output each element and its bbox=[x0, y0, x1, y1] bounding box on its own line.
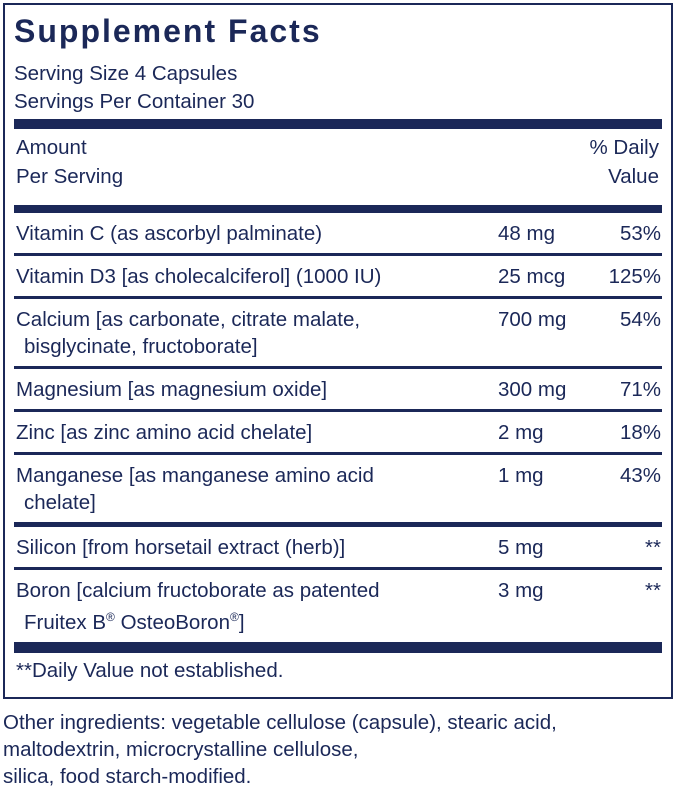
daily-value: 43% bbox=[619, 464, 661, 487]
daily-value: ** bbox=[645, 536, 661, 559]
amount: 700 mg bbox=[498, 308, 567, 331]
header-line: Amount bbox=[16, 136, 87, 159]
amount: 300 mg bbox=[498, 378, 567, 401]
name-line: Vitamin D3 [as cholecalciferol] (1000 IU… bbox=[16, 265, 382, 288]
amount: 1 mg bbox=[498, 464, 544, 487]
daily-value-header: % Daily Value bbox=[590, 133, 660, 191]
header-line: % Daily bbox=[589, 136, 660, 159]
row-rule bbox=[14, 409, 662, 412]
amount: 3 mg bbox=[498, 579, 544, 602]
daily-value: 125% bbox=[608, 265, 661, 288]
title: Supplement Facts bbox=[14, 13, 322, 49]
column-header: Amount Per Serving % Daily Value bbox=[14, 129, 662, 205]
nutrient-name: Calcium [as carbonate, citrate malate, bi… bbox=[16, 306, 498, 360]
nutrient-row: Vitamin D3 [as cholecalciferol] (1000 IU… bbox=[14, 256, 662, 296]
rows: Vitamin C (as ascorbyl palminate) 48 mg 53… bbox=[14, 213, 662, 653]
daily-value: 71% bbox=[619, 378, 661, 401]
name-line: Manganese [as manganese amino acid bbox=[16, 464, 374, 487]
footnote: **Daily Value not established. bbox=[16, 658, 284, 682]
name-line: bisglycinate, fructoborate] bbox=[24, 335, 258, 358]
name-line: Fruitex B® OsteoBoron®] bbox=[24, 610, 245, 634]
header-line: Per Serving bbox=[16, 165, 124, 188]
servings-per-container: Servings Per Container 30 bbox=[14, 90, 255, 113]
thick-rule bbox=[14, 205, 662, 213]
name-line: Magnesium [as magnesium oxide] bbox=[16, 378, 328, 401]
nutrient-name: Zinc [as zinc amino acid chelate] bbox=[16, 419, 498, 446]
ingredients-line: Other ingredients: vegetable cellulose (… bbox=[3, 711, 557, 734]
nutrient-row: Boron [calcium fructoborate as patented F… bbox=[14, 570, 662, 642]
daily-value: 18% bbox=[619, 421, 661, 444]
row-rule bbox=[14, 366, 662, 369]
name-line: Boron [calcium fructoborate as patented bbox=[16, 579, 380, 602]
row-rule bbox=[14, 522, 662, 527]
daily-value: 53% bbox=[619, 222, 661, 245]
nutrient-name: Vitamin C (as ascorbyl palminate) bbox=[16, 220, 498, 247]
nutrient-row: Magnesium [as magnesium oxide] 300 mg 71% bbox=[14, 369, 662, 409]
nutrient-row: Silicon [from horsetail extract (herb)] 5… bbox=[14, 527, 662, 567]
ingredients-line: silica, food starch-modified. bbox=[3, 765, 252, 788]
name-line: Zinc [as zinc amino acid chelate] bbox=[16, 421, 313, 444]
panel-content: Supplement Facts Serving Size 4 Capsules… bbox=[14, 5, 662, 685]
nutrient-row: Zinc [as zinc amino acid chelate] 2 mg 18% bbox=[14, 412, 662, 452]
thick-rule bbox=[14, 641, 662, 653]
row-rule bbox=[14, 452, 662, 455]
serving-size: Serving Size 4 Capsules bbox=[14, 62, 238, 85]
nutrient-name: Vitamin D3 [as cholecalciferol] (1000 IU… bbox=[16, 263, 498, 290]
row-rule bbox=[14, 567, 662, 570]
row-rule bbox=[14, 296, 662, 299]
amount: 5 mg bbox=[498, 536, 544, 559]
amount: 2 mg bbox=[498, 421, 544, 444]
name-line: chelate] bbox=[24, 491, 96, 514]
amount-header: Amount Per Serving bbox=[16, 133, 123, 191]
daily-value: 54% bbox=[619, 308, 661, 331]
daily-value: ** bbox=[645, 579, 661, 602]
nutrient-row: Calcium [as carbonate, citrate malate, bi… bbox=[14, 299, 662, 366]
nutrient-name: Manganese [as manganese amino acid chelat… bbox=[16, 462, 498, 516]
nutrient-name: Boron [calcium fructoborate as patented F… bbox=[16, 577, 498, 636]
other-ingredients: Other ingredients: vegetable cellulose (… bbox=[3, 709, 557, 790]
name-line: Calcium [as carbonate, citrate malate, bbox=[16, 308, 361, 331]
nutrient-name: Silicon [from horsetail extract (herb)] bbox=[16, 534, 498, 561]
facts-panel: Supplement Facts Serving Size 4 Capsules… bbox=[3, 3, 673, 699]
row-rule bbox=[14, 253, 662, 256]
name-line: Silicon [from horsetail extract (herb)] bbox=[16, 536, 346, 559]
amount: 48 mg bbox=[498, 222, 555, 245]
amount: 25 mcg bbox=[498, 265, 566, 288]
nutrient-row: Vitamin C (as ascorbyl palminate) 48 mg 53… bbox=[14, 213, 662, 253]
header-line: Value bbox=[608, 165, 659, 188]
nutrient-name: Magnesium [as magnesium oxide] bbox=[16, 376, 498, 403]
nutrient-row: Manganese [as manganese amino acid chelat… bbox=[14, 455, 662, 522]
thick-rule bbox=[14, 119, 662, 129]
name-line: Vitamin C (as ascorbyl palminate) bbox=[16, 222, 323, 245]
ingredients-line: maltodextrin, microcrystalline cellulose… bbox=[3, 738, 359, 761]
